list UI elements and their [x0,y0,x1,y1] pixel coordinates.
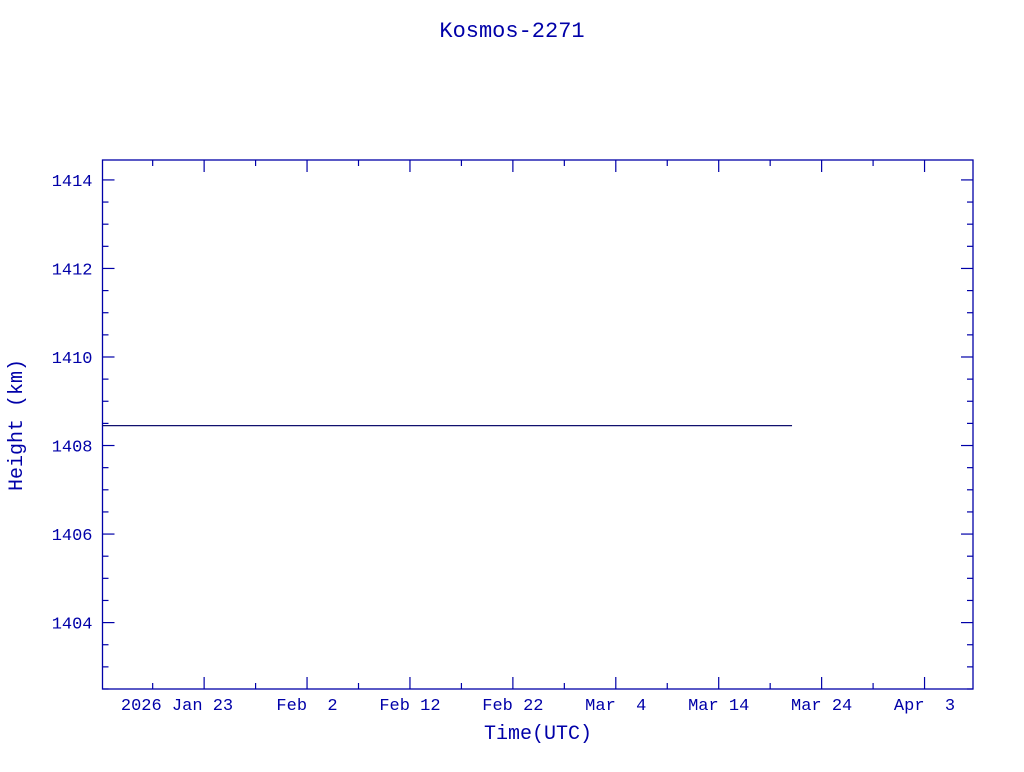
x-tick-label: Mar 24 [791,697,852,716]
y-tick-label: 1412 [52,261,93,280]
x-tick-label: Apr 3 [894,697,955,716]
x-tick-label: Mar 14 [688,697,749,716]
y-tick-label: 1408 [52,439,93,458]
x-axis-label: Time(UTC) [484,723,592,746]
y-tick-label: 1404 [52,616,93,635]
y-tick-label: 1414 [52,173,93,192]
x-tick-label: 2026 Jan 23 [121,697,233,716]
x-tick-label: Feb 22 [482,697,543,716]
chart-title: Kosmos-2271 [439,19,584,44]
x-tick-label: Mar 4 [585,697,646,716]
x-tick-label: Feb 12 [379,697,440,716]
y-axis-label: Height (km) [6,359,29,491]
x-tick-label: Feb 2 [276,697,337,716]
y-tick-label: 1410 [52,350,93,369]
plot-frame [101,159,974,690]
y-tick-label: 1406 [52,527,93,546]
